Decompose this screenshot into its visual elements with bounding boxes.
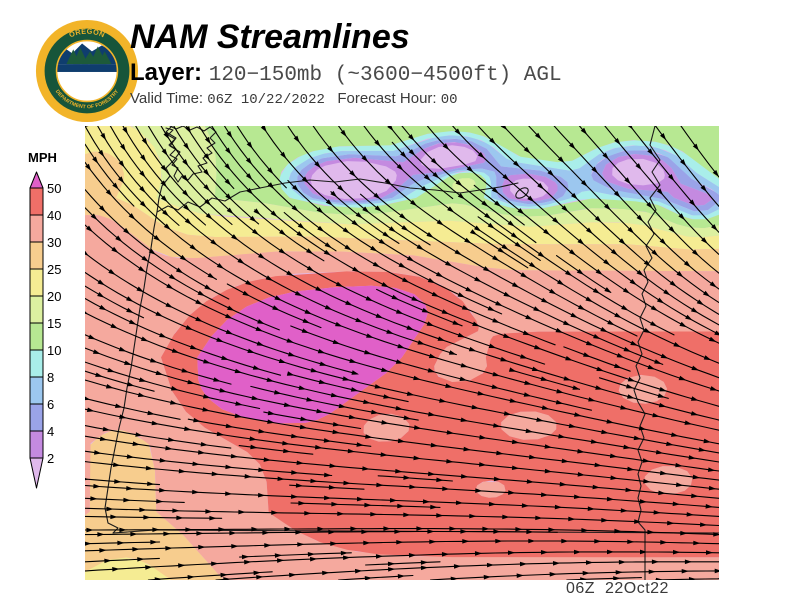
svg-text:50: 50 bbox=[47, 181, 61, 196]
svg-text:4: 4 bbox=[47, 424, 54, 439]
svg-text:15: 15 bbox=[47, 316, 61, 331]
svg-text:20: 20 bbox=[47, 289, 61, 304]
svg-text:MPH: MPH bbox=[28, 152, 57, 165]
svg-text:10: 10 bbox=[47, 343, 61, 358]
svg-text:6: 6 bbox=[47, 397, 54, 412]
svg-text:40: 40 bbox=[47, 208, 61, 223]
svg-text:30: 30 bbox=[47, 235, 61, 250]
svg-text:2: 2 bbox=[47, 451, 54, 466]
svg-text:8: 8 bbox=[47, 370, 54, 385]
svg-text:25: 25 bbox=[47, 262, 61, 277]
